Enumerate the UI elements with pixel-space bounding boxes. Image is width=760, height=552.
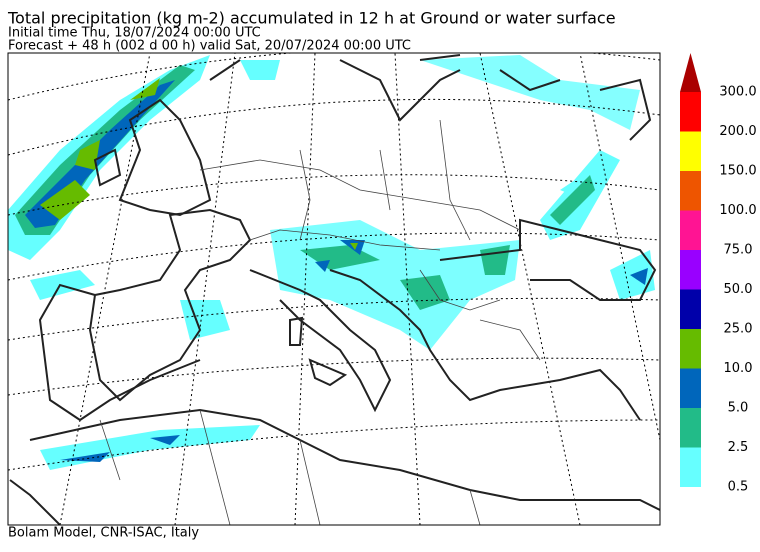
colorbar-segment <box>680 447 701 487</box>
colorbar-label: 300.0 <box>719 85 756 100</box>
coastlines <box>9 54 660 525</box>
colorbar-label: 50.0 <box>724 282 753 297</box>
title: Total precipitation (kg m-2) accumulated… <box>7 9 616 28</box>
colorbar-segment <box>680 210 701 250</box>
colorbar-label: 100.0 <box>719 203 756 218</box>
colorbar: 0.5 2.5 5.0 10.0 25.0 50.0 75.0 100.0 150.0 200.0… <box>680 53 757 495</box>
colorbar-label: 5.0 <box>728 401 749 416</box>
footer: Bolam Model, CNR-ISAC, Italy <box>8 526 199 541</box>
initial-time: Initial time Thu, 18/07/2024 00:00 UTC <box>8 26 261 41</box>
colorbar-label: 10.0 <box>724 361 753 376</box>
colorbar-segment <box>680 171 701 211</box>
colorbar-label: 2.5 <box>728 440 749 455</box>
colorbar-segment <box>680 131 701 171</box>
forecast: Forecast + 48 h (002 d 00 h) valid Sat, … <box>8 39 411 54</box>
colorbar-over-arrow <box>680 53 701 92</box>
colorbar-label: 150.0 <box>719 164 756 179</box>
colorbar-segment <box>680 329 701 369</box>
colorbar-segment <box>680 408 701 448</box>
graticule <box>8 53 660 525</box>
precipitation <box>8 55 655 470</box>
colorbar-label: 0.5 <box>728 480 749 495</box>
colorbar-segment <box>680 368 701 408</box>
map <box>7 52 661 526</box>
colorbar-label: 75.0 <box>724 243 753 258</box>
colorbar-segment <box>680 250 701 290</box>
colorbar-segment <box>680 289 701 329</box>
borders <box>99 119 541 525</box>
colorbar-segment <box>680 92 701 132</box>
colorbar-label: 200.0 <box>719 124 756 139</box>
colorbar-label: 25.0 <box>724 322 753 337</box>
